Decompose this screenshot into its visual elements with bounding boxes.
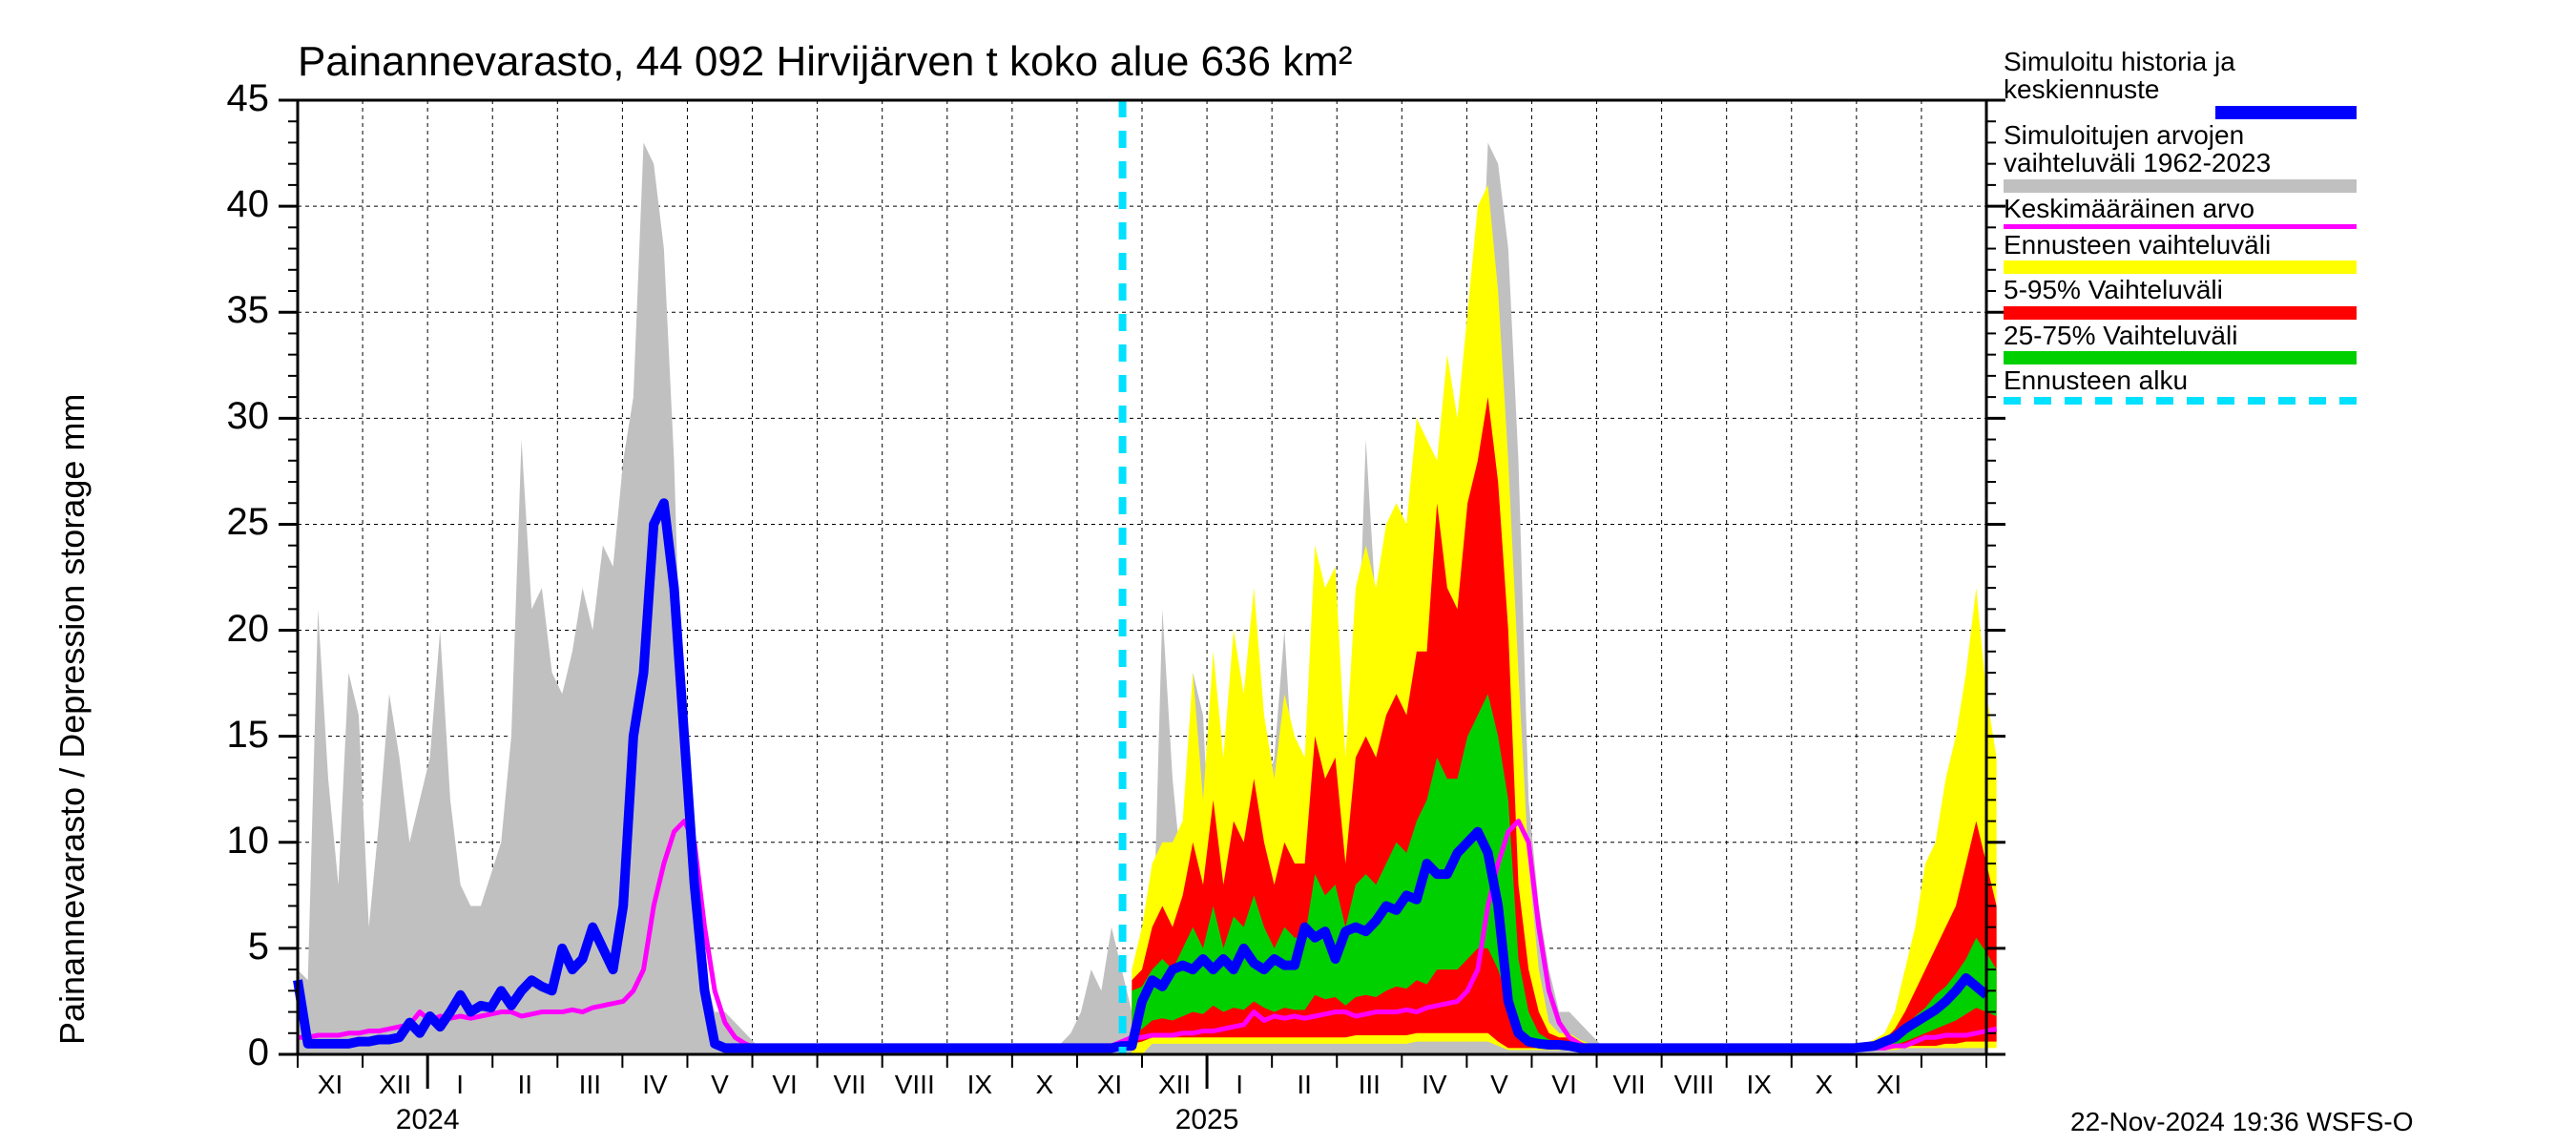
y-tick-label: 20 [183,608,269,651]
legend: Simuloitu historia jakeskiennusteSimuloi… [2004,48,2385,406]
legend-entry: Keskimääräinen arvo [2004,195,2385,229]
legend-text: Simuloitu historia ja [2004,48,2385,75]
x-month-label: II [491,1070,558,1100]
legend-swatch [2004,306,2357,320]
x-month-label: VIII [1661,1070,1728,1100]
x-month-label: XI [1076,1070,1143,1100]
legend-swatch [2004,106,2357,119]
x-month-label: VIII [882,1070,948,1100]
y-tick-label: 5 [183,926,269,968]
legend-entry: Ennusteen vaihteluväli [2004,231,2385,274]
x-month-label: XII [362,1070,428,1100]
x-month-label: III [556,1070,623,1100]
legend-entry: Ennusteen alku [2004,366,2385,404]
x-month-label: VI [752,1070,819,1100]
x-month-label: V [1465,1070,1532,1100]
footer-timestamp: 22-Nov-2024 19:36 WSFS-O [2070,1107,2414,1137]
legend-text: Ennusteen vaihteluväli [2004,231,2385,259]
legend-text: 5-95% Vaihteluväli [2004,276,2385,303]
x-month-label: I [426,1070,493,1100]
y-axis-title: Painannevarasto / Depression storage mm [52,394,93,1045]
x-month-label: X [1791,1070,1858,1100]
x-month-label: IV [621,1070,688,1100]
y-tick-label: 25 [183,501,269,544]
x-month-label: VI [1531,1070,1598,1100]
chart-title: Painannevarasto, 44 092 Hirvijärven t ko… [298,38,1353,86]
legend-text: keskiennuste [2004,75,2385,103]
legend-swatch [2004,224,2357,229]
legend-text: vaihteluväli 1962-2023 [2004,149,2385,177]
x-month-label: IX [946,1070,1013,1100]
x-month-label: III [1336,1070,1402,1100]
x-month-label: X [1011,1070,1078,1100]
x-month-label: IX [1726,1070,1793,1100]
x-month-label: V [687,1070,754,1100]
x-month-label: XII [1141,1070,1208,1100]
legend-text: Keskimääräinen arvo [2004,195,2385,222]
y-tick-label: 30 [183,395,269,438]
legend-swatch [2004,179,2357,193]
legend-entry: Simuloitujen arvojenvaihteluväli 1962-20… [2004,121,2385,193]
x-month-label: VII [1596,1070,1663,1100]
legend-entry: Simuloitu historia jakeskiennuste [2004,48,2385,119]
y-tick-label: 0 [183,1031,269,1074]
legend-text: 25-75% Vaihteluväli [2004,322,2385,349]
y-tick-label: 40 [183,183,269,226]
x-year-label: 2025 [1159,1104,1255,1136]
legend-entry: 5-95% Vaihteluväli [2004,276,2385,319]
x-month-label: I [1206,1070,1273,1100]
legend-entry: 25-75% Vaihteluväli [2004,322,2385,364]
x-year-label: 2024 [380,1104,475,1136]
legend-swatch [2004,351,2357,364]
y-tick-label: 10 [183,820,269,863]
x-month-label: XI [1856,1070,1922,1100]
legend-text: Ennusteen alku [2004,366,2385,394]
x-month-label: IV [1401,1070,1467,1100]
y-tick-label: 35 [183,289,269,332]
y-tick-label: 45 [183,77,269,120]
x-month-label: VII [817,1070,883,1100]
x-month-label: II [1271,1070,1338,1100]
legend-text: Simuloitujen arvojen [2004,121,2385,149]
legend-swatch [2004,260,2357,274]
x-month-label: XI [297,1070,364,1100]
y-tick-label: 15 [183,714,269,757]
legend-swatch [2004,397,2357,405]
